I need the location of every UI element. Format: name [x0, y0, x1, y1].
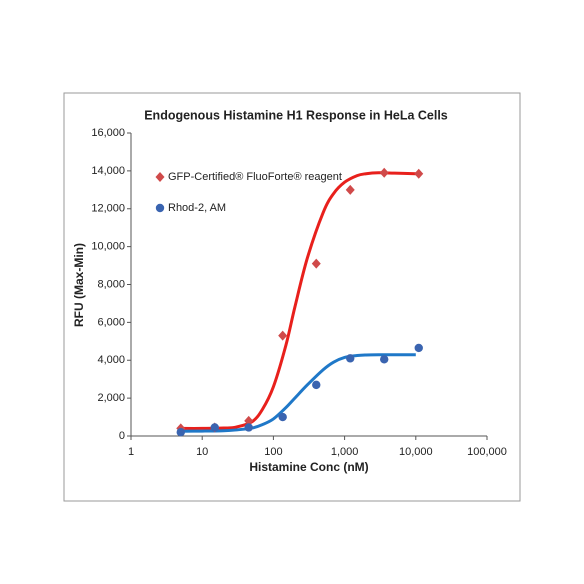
legend-label: GFP-Certified® FluoForte® reagent: [168, 171, 342, 183]
data-point: [380, 355, 389, 364]
data-point: [176, 428, 185, 437]
data-point: [278, 412, 287, 422]
data-point: [278, 330, 288, 341]
data-point: [414, 168, 424, 179]
data-point: [379, 167, 389, 178]
x-tick-label: 100,000: [467, 446, 507, 458]
fit-curve: [180, 171, 416, 430]
x-tick-label: 10,000: [399, 446, 433, 458]
y-tick-label: 8,000: [97, 278, 125, 290]
y-tick-label: 0: [119, 430, 125, 442]
x-tick-label: 1: [128, 446, 134, 458]
y-tick-label: 2,000: [97, 392, 125, 404]
data-point: [244, 415, 254, 426]
data-point: [414, 343, 423, 353]
y-tick-label: 16,000: [91, 127, 125, 139]
x-tick-label: 1,000: [331, 446, 359, 458]
x-axis-label: Histamine Conc (nM): [249, 460, 368, 474]
data-point: [346, 354, 355, 363]
legend-marker: [155, 203, 165, 213]
x-tick-label: 10: [196, 446, 208, 458]
y-tick-label: 14,000: [91, 165, 125, 177]
data-point: [311, 258, 321, 269]
legend-marker: [155, 172, 165, 182]
y-tick-label: 10,000: [91, 241, 125, 253]
data-point: [312, 380, 321, 390]
data-point: [244, 423, 253, 432]
fit-curve: [180, 353, 416, 433]
chart-frame: [63, 92, 521, 502]
x-tick-label: 100: [264, 446, 282, 458]
data-point: [345, 184, 355, 195]
y-axis-label: RFU (Max-Min): [72, 243, 86, 327]
data-point: [210, 423, 219, 432]
chart-title: Endogenous Histamine H1 Response in HeLa…: [144, 108, 448, 122]
y-tick-label: 6,000: [97, 316, 125, 328]
y-tick-label: 12,000: [91, 203, 125, 215]
y-tick-label: 4,000: [97, 354, 125, 366]
legend-label: Rhod-2, AM: [168, 202, 226, 214]
